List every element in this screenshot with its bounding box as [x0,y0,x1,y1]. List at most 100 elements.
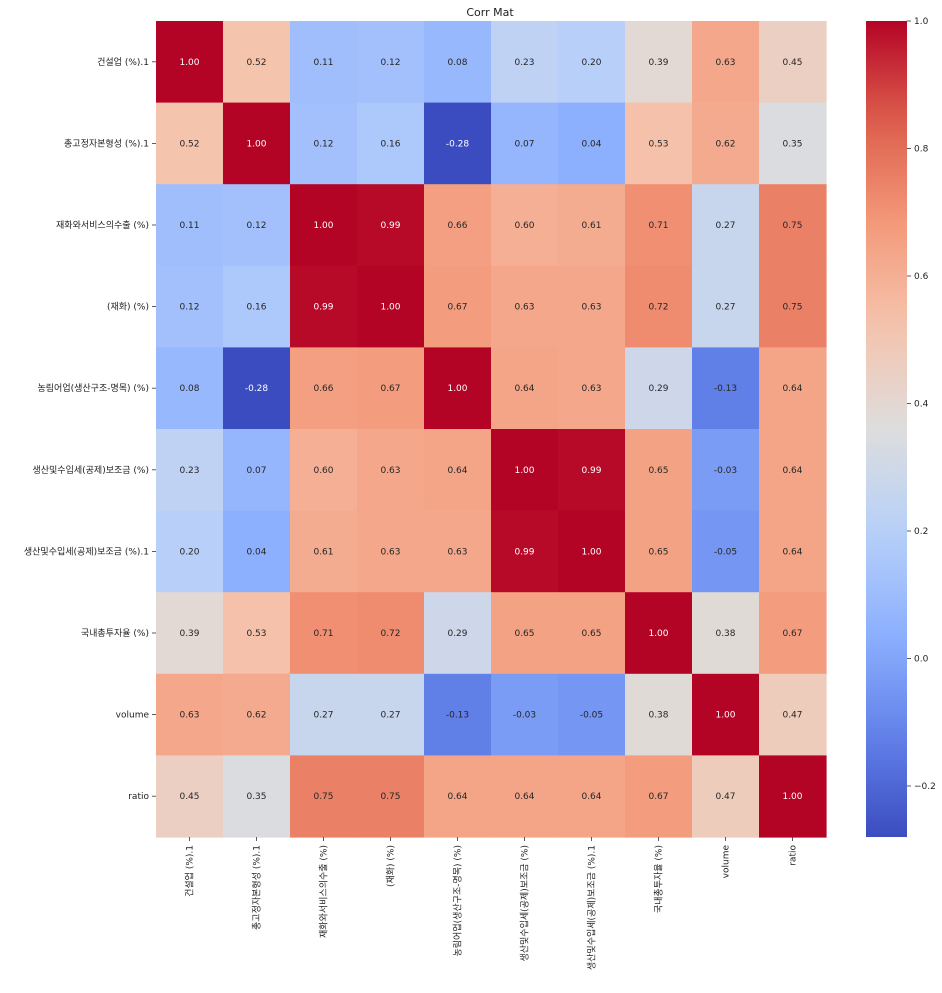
cell-value-label: 0.99 [313,303,333,313]
cell-value-label: 0.64 [447,792,467,802]
cell-value-label: 0.08 [447,58,467,68]
heatmap-cell [625,510,693,593]
cell-value-label: 0.63 [581,384,601,394]
heatmap-cell [692,429,760,512]
heatmap-cell [223,755,291,838]
y-tick-label: 농림어업(생산구조-명목) (%) [37,382,149,394]
heatmap-cell [625,184,693,267]
heatmap-cell [156,592,224,675]
heatmap-cell [625,429,693,512]
heatmap-cell [424,184,492,267]
heatmap-cell [759,184,827,267]
cell-value-label: 1.00 [447,384,467,394]
heatmap-cell [491,673,559,756]
cell-value-label: 0.64 [514,792,534,802]
heatmap-cell [357,265,425,348]
heatmap-cell [424,102,492,185]
heatmap-cell [558,265,626,348]
cell-value-label: 0.52 [246,58,266,68]
heatmap-cell [424,265,492,348]
heatmap-cell [692,755,760,838]
cell-value-label: 0.29 [648,384,668,394]
colorbar-tick-label: 0.8 [914,145,929,155]
cell-value-label: 0.47 [715,792,735,802]
cell-value-label: 0.61 [581,221,601,231]
heatmap-cell [558,673,626,756]
heatmap-cell [558,347,626,430]
cell-value-label: 0.38 [715,629,735,639]
cell-value-label: 0.20 [581,58,601,68]
cell-value-label: 0.66 [447,221,467,231]
heatmap-cell [491,592,559,675]
x-tick-label: 건설업 (%).1 [185,845,196,897]
chart-title: Corr Mat [466,6,514,19]
heatmap-cell [759,673,827,756]
heatmap-cell [357,755,425,838]
heatmap-cell [558,592,626,675]
heatmap-cell [625,347,693,430]
heatmap-cell [223,673,291,756]
cell-value-label: 0.63 [447,547,467,557]
cell-value-label: -0.13 [714,384,737,394]
cell-value-label: 1.00 [313,221,333,231]
cell-value-label: 0.72 [380,629,400,639]
y-tick-label: 재화와서비스의수출 (%) [56,219,149,231]
cell-value-label: 0.07 [246,466,266,476]
y-tick-label: volume [116,711,150,721]
cell-value-label: 0.29 [447,629,467,639]
cell-value-label: 0.35 [246,792,266,802]
heatmap-cell [290,21,358,104]
heatmap-cell [156,265,224,348]
heatmap-cell [156,347,224,430]
heatmap-cell [424,21,492,104]
cell-value-label: 1.00 [648,629,668,639]
heatmap-cell [156,21,224,104]
cell-value-label: -0.03 [513,711,536,721]
cell-value-label: 0.72 [648,303,668,313]
heatmap-cell [156,755,224,838]
heatmap-cell [156,510,224,593]
heatmap-cell [357,102,425,185]
cell-value-label: 0.67 [380,384,400,394]
cell-value-label: 0.12 [313,139,333,149]
heatmap-cell [491,184,559,267]
x-tick-label: 총고정자본형성 (%).1 [252,845,263,930]
cell-value-label: 0.27 [313,711,333,721]
cell-value-label: 0.65 [514,629,534,639]
cell-value-label: 1.00 [715,711,735,721]
cell-value-label: 0.27 [715,221,735,231]
colorbar: 1.0 0.8 0.6 0.4 0.2 0.0 −0.2 [866,17,936,837]
heatmap-cell [290,265,358,348]
cell-value-label: 0.64 [782,547,802,557]
heatmap-cell [424,673,492,756]
y-tick-label: 건설업 (%).1 [97,57,149,68]
heatmap-cell [558,510,626,593]
cell-value-label: 0.38 [648,711,668,721]
heatmap-cell [156,184,224,267]
heatmap-cell [223,21,291,104]
y-tick-label: 생산및수입세(공제)보조금 (%).1 [24,545,149,557]
cell-value-label: 0.27 [715,303,735,313]
cell-value-label: 0.12 [179,303,199,313]
heatmap-cell [357,510,425,593]
cell-value-label: 1.00 [782,792,802,802]
heatmap-cell [558,429,626,512]
heatmap-cell [692,510,760,593]
cell-value-label: 0.64 [782,466,802,476]
heatmap-cell [357,184,425,267]
cell-value-label: 0.63 [715,58,735,68]
heatmap-cell [290,755,358,838]
heatmap-cell [357,429,425,512]
heatmap-cell [156,102,224,185]
cell-value-label: 0.39 [179,629,199,639]
cell-value-label: 0.60 [313,466,333,476]
cell-value-label: 0.65 [648,547,668,557]
heatmap-cell [692,265,760,348]
heatmap-cell [357,347,425,430]
heatmap-cell [759,510,827,593]
cell-value-label: 0.16 [380,139,400,149]
cell-value-label: 0.61 [313,547,333,557]
heatmap-cell [558,102,626,185]
x-axis-labels: 건설업 (%).1 총고정자본형성 (%).1 재화와서비스의수출 (%) (재화) … [185,837,799,970]
cell-value-label: 0.75 [782,303,802,313]
